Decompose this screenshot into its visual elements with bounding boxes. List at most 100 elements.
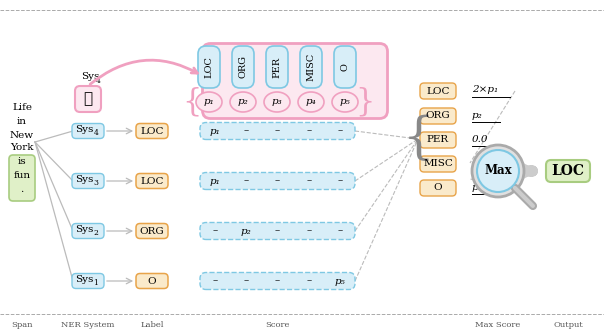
Text: {: { xyxy=(403,114,435,164)
Text: in: in xyxy=(17,117,27,126)
Text: York: York xyxy=(10,143,34,153)
Text: –: – xyxy=(306,226,312,236)
FancyBboxPatch shape xyxy=(136,124,168,138)
Text: ORG: ORG xyxy=(426,112,451,121)
FancyBboxPatch shape xyxy=(9,155,35,201)
Text: Sys: Sys xyxy=(75,276,93,285)
Text: Sys: Sys xyxy=(75,126,93,134)
Text: is: is xyxy=(18,158,27,167)
FancyBboxPatch shape xyxy=(420,108,456,124)
Text: O: O xyxy=(434,183,442,193)
Text: PER: PER xyxy=(427,135,449,144)
FancyBboxPatch shape xyxy=(420,132,456,148)
Text: –: – xyxy=(306,126,312,135)
FancyBboxPatch shape xyxy=(136,274,168,289)
Text: p₂: p₂ xyxy=(241,226,252,236)
FancyBboxPatch shape xyxy=(136,173,168,188)
FancyBboxPatch shape xyxy=(420,180,456,196)
Circle shape xyxy=(477,150,519,192)
Text: –: – xyxy=(243,176,249,185)
Text: New: New xyxy=(10,130,34,139)
Text: 4: 4 xyxy=(95,77,100,85)
Text: ORG: ORG xyxy=(239,55,248,79)
Text: LOC: LOC xyxy=(140,126,164,135)
Text: PER: PER xyxy=(272,56,281,78)
FancyBboxPatch shape xyxy=(72,274,104,289)
FancyBboxPatch shape xyxy=(546,160,590,182)
Text: –: – xyxy=(338,226,342,236)
Text: p₂: p₂ xyxy=(472,111,483,120)
Text: Label: Label xyxy=(140,321,164,329)
FancyBboxPatch shape xyxy=(200,222,355,240)
Text: p₂: p₂ xyxy=(237,97,248,107)
Text: fun: fun xyxy=(13,170,31,179)
FancyBboxPatch shape xyxy=(200,272,355,290)
Text: –: – xyxy=(275,176,280,185)
Text: Score: Score xyxy=(265,321,289,329)
FancyBboxPatch shape xyxy=(75,86,101,112)
Text: –: – xyxy=(243,126,249,135)
Text: –: – xyxy=(306,277,312,286)
Circle shape xyxy=(472,145,524,197)
Ellipse shape xyxy=(196,92,222,112)
Text: –: – xyxy=(243,277,249,286)
Text: 2×p₁: 2×p₁ xyxy=(472,85,498,94)
Text: –: – xyxy=(213,226,217,236)
FancyBboxPatch shape xyxy=(198,46,220,88)
Text: LOC: LOC xyxy=(205,56,213,78)
Text: p₄: p₄ xyxy=(306,97,316,107)
FancyBboxPatch shape xyxy=(420,83,456,99)
Text: Sys: Sys xyxy=(81,72,99,81)
Text: .: . xyxy=(21,184,24,194)
Text: MISC: MISC xyxy=(306,53,315,81)
Text: p₅: p₅ xyxy=(335,277,345,286)
Text: –: – xyxy=(275,126,280,135)
Text: O: O xyxy=(341,63,350,71)
Text: Sys: Sys xyxy=(75,225,93,235)
Text: LOC: LOC xyxy=(426,86,450,95)
FancyBboxPatch shape xyxy=(136,223,168,239)
FancyBboxPatch shape xyxy=(72,173,104,188)
Text: Output: Output xyxy=(553,321,583,329)
FancyBboxPatch shape xyxy=(200,123,355,139)
FancyBboxPatch shape xyxy=(420,156,456,172)
Text: LOC: LOC xyxy=(551,164,585,178)
Ellipse shape xyxy=(332,92,358,112)
Text: –: – xyxy=(275,226,280,236)
FancyBboxPatch shape xyxy=(202,43,388,119)
Text: 2: 2 xyxy=(94,229,98,237)
Text: ORG: ORG xyxy=(140,226,164,236)
Text: 🔧: 🔧 xyxy=(83,91,92,107)
Text: p₅: p₅ xyxy=(339,97,350,107)
Text: –: – xyxy=(275,277,280,286)
Text: O: O xyxy=(148,277,156,286)
FancyBboxPatch shape xyxy=(200,172,355,190)
Text: Life: Life xyxy=(12,103,32,113)
Text: Sys: Sys xyxy=(75,175,93,184)
Text: p₁: p₁ xyxy=(210,176,220,185)
Text: LOC: LOC xyxy=(140,176,164,185)
Text: MISC: MISC xyxy=(423,160,453,168)
Text: {: { xyxy=(182,86,202,118)
Text: –: – xyxy=(338,176,342,185)
Text: 3: 3 xyxy=(94,179,98,187)
Text: p₅: p₅ xyxy=(472,182,483,192)
Ellipse shape xyxy=(264,92,290,112)
Ellipse shape xyxy=(230,92,256,112)
Text: –: – xyxy=(213,277,217,286)
FancyBboxPatch shape xyxy=(334,46,356,88)
FancyBboxPatch shape xyxy=(72,223,104,239)
Text: }: } xyxy=(355,86,374,118)
Text: p₁: p₁ xyxy=(204,97,214,107)
Text: NER System: NER System xyxy=(62,321,115,329)
Text: 0.0: 0.0 xyxy=(472,134,489,143)
Text: 0.0: 0.0 xyxy=(472,159,489,168)
FancyBboxPatch shape xyxy=(72,124,104,138)
FancyBboxPatch shape xyxy=(300,46,322,88)
Text: –: – xyxy=(338,126,342,135)
Text: 4: 4 xyxy=(94,129,98,137)
Text: Max: Max xyxy=(484,165,512,177)
Text: –: – xyxy=(306,176,312,185)
Text: p₃: p₃ xyxy=(272,97,283,107)
Text: Span: Span xyxy=(11,321,33,329)
